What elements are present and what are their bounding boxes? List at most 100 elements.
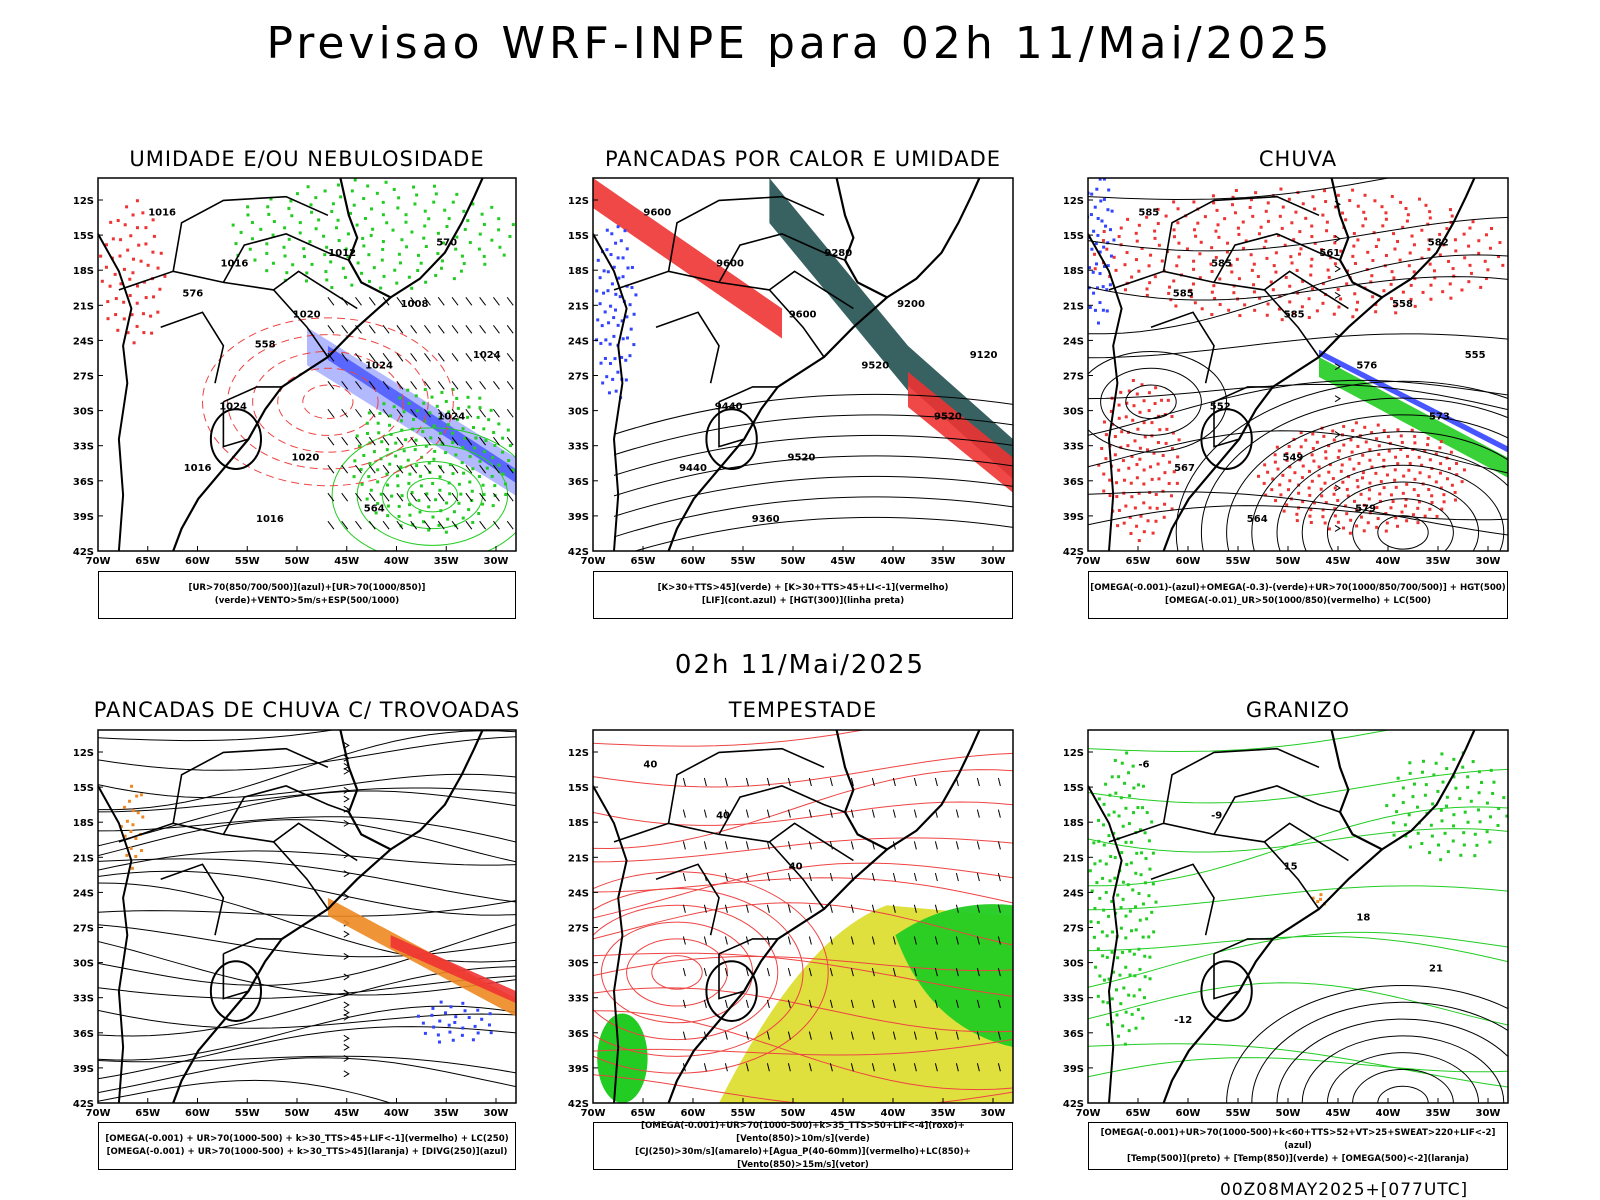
wind-vector: [829, 1031, 833, 1040]
humidity-red: [152, 234, 156, 238]
wind-vector: [327, 297, 335, 306]
rain-blue: [1091, 270, 1095, 274]
temp850-green: [1123, 781, 1127, 785]
rain-red: [1311, 432, 1315, 436]
state-border: [118, 822, 329, 910]
lif-blue: [614, 292, 618, 296]
lon-label: 70W: [1076, 556, 1101, 567]
wind-vector: [368, 408, 376, 418]
wind-vector: [465, 380, 473, 390]
humidity-green: [413, 448, 417, 452]
rain-red: [1153, 236, 1157, 240]
humidity-green: [386, 504, 390, 508]
lif-blue: [609, 304, 613, 308]
temp850-green: [1138, 918, 1142, 922]
rain-red: [1447, 259, 1451, 263]
rain-red: [1253, 308, 1257, 312]
rain-red: [1460, 288, 1464, 292]
legend-chuva: [OMEGA(-0.001)-(azul)+OMEGA(-0.3)-(verde…: [1088, 571, 1508, 619]
rain-red: [1125, 251, 1129, 255]
divg-blue: [448, 1030, 452, 1034]
rain-red: [1467, 244, 1471, 248]
lon-label: 70W: [581, 556, 606, 567]
storm-orange: [131, 823, 135, 827]
rain-red: [1401, 225, 1405, 229]
wind-vector: [745, 1063, 749, 1072]
rain-red: [1362, 503, 1366, 507]
divg-blue: [432, 1025, 436, 1029]
rain-red: [1281, 205, 1285, 209]
wind-vector: [396, 408, 404, 418]
storm-orange: [130, 866, 134, 870]
state-border: [667, 747, 825, 824]
state-border: [1263, 270, 1349, 310]
streamline: [98, 787, 516, 813]
temp850-green: [1445, 804, 1448, 808]
hgt-contour: [613, 475, 1013, 517]
rain-red: [1117, 468, 1121, 472]
state-border: [1162, 747, 1320, 824]
wind-vector: [355, 353, 362, 362]
humidity-green: [306, 185, 310, 189]
wind-vector: [355, 492, 362, 502]
streamline: [1088, 982, 1508, 1026]
rain-blue: [1106, 208, 1110, 212]
streamline: [1088, 178, 1391, 201]
lon-label: 30W: [981, 1108, 1006, 1119]
lagoon: [209, 960, 263, 1022]
wind-vector: [871, 936, 875, 945]
temp850-green: [1403, 823, 1407, 827]
humidity-green: [439, 266, 443, 270]
wind-vector: [437, 492, 445, 502]
temp850-green: [1439, 858, 1443, 862]
humidity-red: [129, 234, 133, 238]
lon-label: 55W: [235, 556, 260, 567]
lat-label: 30S: [568, 407, 589, 418]
humidity-green: [431, 481, 435, 485]
rain-red: [1438, 471, 1442, 475]
lat-label: 24S: [73, 336, 94, 347]
temp850-green: [1112, 831, 1116, 835]
lat-label: 33S: [1063, 442, 1084, 453]
humidity-green: [290, 214, 294, 218]
contour-label: 582: [1428, 238, 1449, 249]
wind-vector: [850, 1031, 854, 1040]
rain-red: [1161, 489, 1165, 493]
rain-red: [1439, 486, 1443, 490]
rain-red: [1092, 252, 1096, 256]
rain-red: [1147, 264, 1151, 268]
humidity-green: [427, 461, 431, 465]
humidity-green: [386, 514, 390, 518]
lat-label: 42S: [568, 547, 589, 558]
temp850-green: [1147, 935, 1151, 939]
rain-red: [1170, 415, 1174, 419]
legend-tempestade: [OMEGA(-0.001)+UR>70(1000-500)+k>35_TTS>…: [593, 1121, 1013, 1170]
temp850-green: [1452, 757, 1456, 761]
storm-orange: [125, 819, 129, 823]
temp850-green: [1106, 1023, 1110, 1027]
wind-vector: [892, 936, 896, 945]
humidity-green: [423, 388, 427, 392]
rain-blue: [1102, 178, 1106, 181]
rain-red: [1137, 491, 1141, 495]
wind-vector: [506, 492, 514, 502]
wind-vector: [745, 999, 749, 1009]
temp850-green: [1466, 775, 1470, 779]
contour-label: 9520: [934, 412, 962, 423]
state-border: [718, 953, 745, 1000]
rain-red: [1210, 290, 1214, 294]
streamline: [98, 1055, 516, 1074]
temp850-green: [1110, 950, 1114, 954]
temp850-green: [1131, 764, 1135, 768]
humidity-green: [470, 489, 474, 493]
humidity-red: [116, 328, 120, 332]
humidity-red: [99, 254, 103, 258]
lif-blue: [616, 370, 620, 374]
hgt-contour: [613, 414, 1013, 456]
temp850-green: [1141, 935, 1145, 939]
temp850-green: [1469, 799, 1473, 803]
wind-vector: [934, 872, 938, 882]
temp850-green: [1502, 796, 1506, 800]
temp850-green: [1107, 914, 1111, 918]
humidity-green: [463, 436, 467, 440]
